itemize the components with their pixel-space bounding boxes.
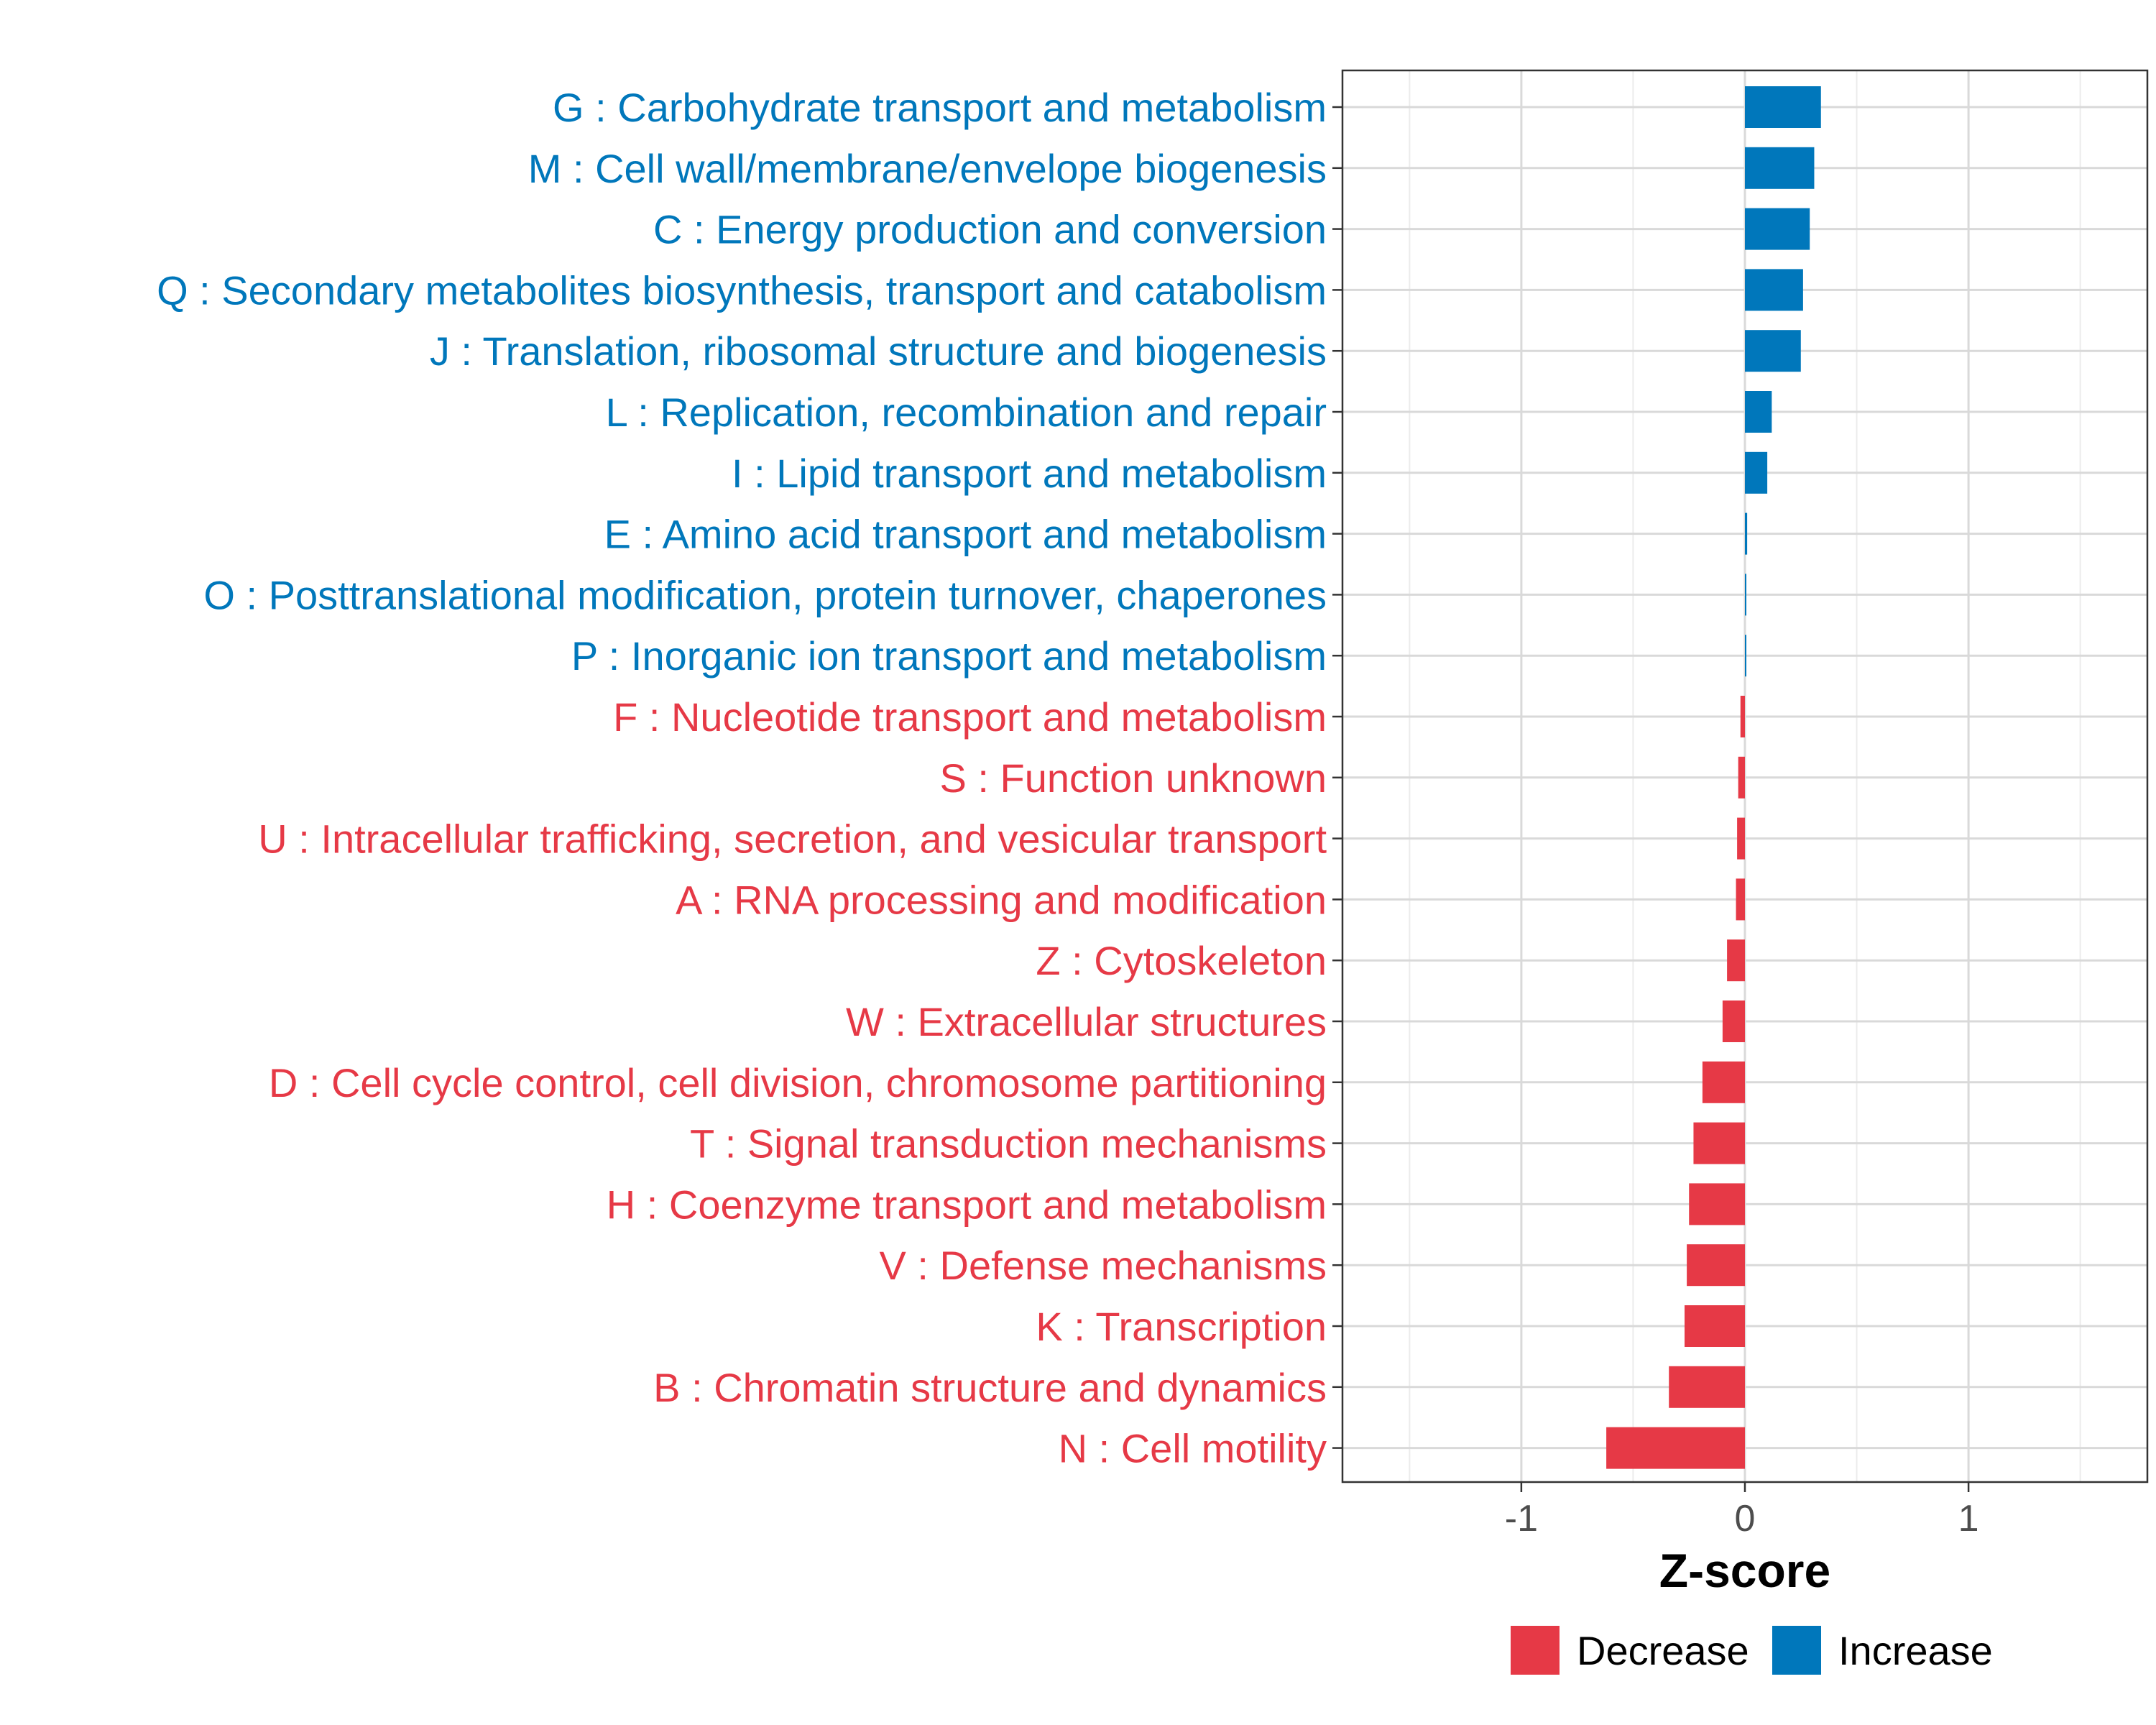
bar-q [1745, 269, 1803, 311]
category-label: L : Replication, recombination and repai… [606, 390, 1327, 435]
legend-key-decrease [1511, 1626, 1560, 1675]
x-tick-label: 1 [1958, 1498, 1979, 1540]
category-label: M : Cell wall/membrane/envelope biogenes… [528, 146, 1327, 191]
bar-a [1736, 878, 1745, 921]
bar-i [1745, 451, 1768, 494]
bar-t [1693, 1122, 1745, 1164]
bar-l [1745, 391, 1772, 433]
category-label: Q : Secondary metabolites biosynthesis, … [157, 267, 1327, 313]
bar-v [1687, 1244, 1745, 1287]
bar-d [1702, 1061, 1745, 1103]
category-label: G : Carbohydrate transport and metabolis… [553, 85, 1327, 130]
x-tick-label: -1 [1505, 1498, 1538, 1540]
category-label: O : Posttranslational modification, prot… [203, 572, 1327, 617]
category-label: S : Function unknown [939, 755, 1327, 801]
category-label: J : Translation, ribosomal structure and… [430, 328, 1327, 374]
bar-u [1737, 817, 1745, 860]
category-label: C : Energy production and conversion [653, 207, 1327, 252]
bar-n [1606, 1427, 1745, 1469]
category-label: A : RNA processing and modification [676, 877, 1327, 922]
y-axis-ticks [1332, 106, 1342, 1449]
legend-key-increase [1772, 1626, 1821, 1675]
category-label: V : Defense mechanisms [880, 1243, 1327, 1288]
bar-s [1738, 756, 1745, 799]
bar-b [1669, 1366, 1745, 1408]
legend-label-decrease: Decrease [1577, 1628, 1749, 1673]
bar-g [1745, 86, 1821, 128]
category-label: N : Cell motility [1059, 1426, 1327, 1471]
bar-h [1689, 1183, 1745, 1225]
y-axis-labels: G : Carbohydrate transport and metabolis… [157, 85, 1327, 1471]
bar-w [1722, 1000, 1745, 1042]
category-label: E : Amino acid transport and metabolism [604, 512, 1327, 557]
category-label: U : Intracellular trafficking, secretion… [258, 816, 1327, 862]
bar-m [1745, 147, 1815, 189]
category-label: P : Inorganic ion transport and metaboli… [571, 633, 1327, 678]
bar-o [1745, 574, 1746, 616]
category-label: H : Coenzyme transport and metabolism [607, 1182, 1327, 1227]
category-label: F : Nucleotide transport and metabolism [613, 694, 1327, 740]
x-axis-ticks: -1 0 1 [1505, 1482, 1979, 1540]
x-axis-title: Z-score [1659, 1544, 1830, 1597]
bar-e [1745, 512, 1748, 555]
category-label: I : Lipid transport and metabolism [732, 451, 1327, 496]
bars-group [1606, 86, 1821, 1469]
bar-z [1727, 939, 1745, 982]
category-label: B : Chromatin structure and dynamics [653, 1365, 1327, 1410]
category-label: W : Extracellular structures [846, 999, 1327, 1044]
legend-label-increase: Increase [1838, 1628, 1993, 1673]
category-label: T : Signal transduction mechanisms [690, 1121, 1327, 1167]
category-label: Z : Cytoskeleton [1036, 938, 1327, 983]
category-label: D : Cell cycle control, cell division, c… [269, 1060, 1327, 1105]
bar-p [1745, 635, 1746, 677]
x-tick-label: 0 [1735, 1498, 1756, 1540]
bar-j [1745, 330, 1801, 372]
bar-k [1685, 1305, 1745, 1347]
bar-f [1740, 696, 1745, 737]
category-label: K : Transcription [1036, 1304, 1327, 1349]
legend: Decrease Increase [1511, 1626, 1993, 1675]
bar-c [1745, 208, 1810, 250]
